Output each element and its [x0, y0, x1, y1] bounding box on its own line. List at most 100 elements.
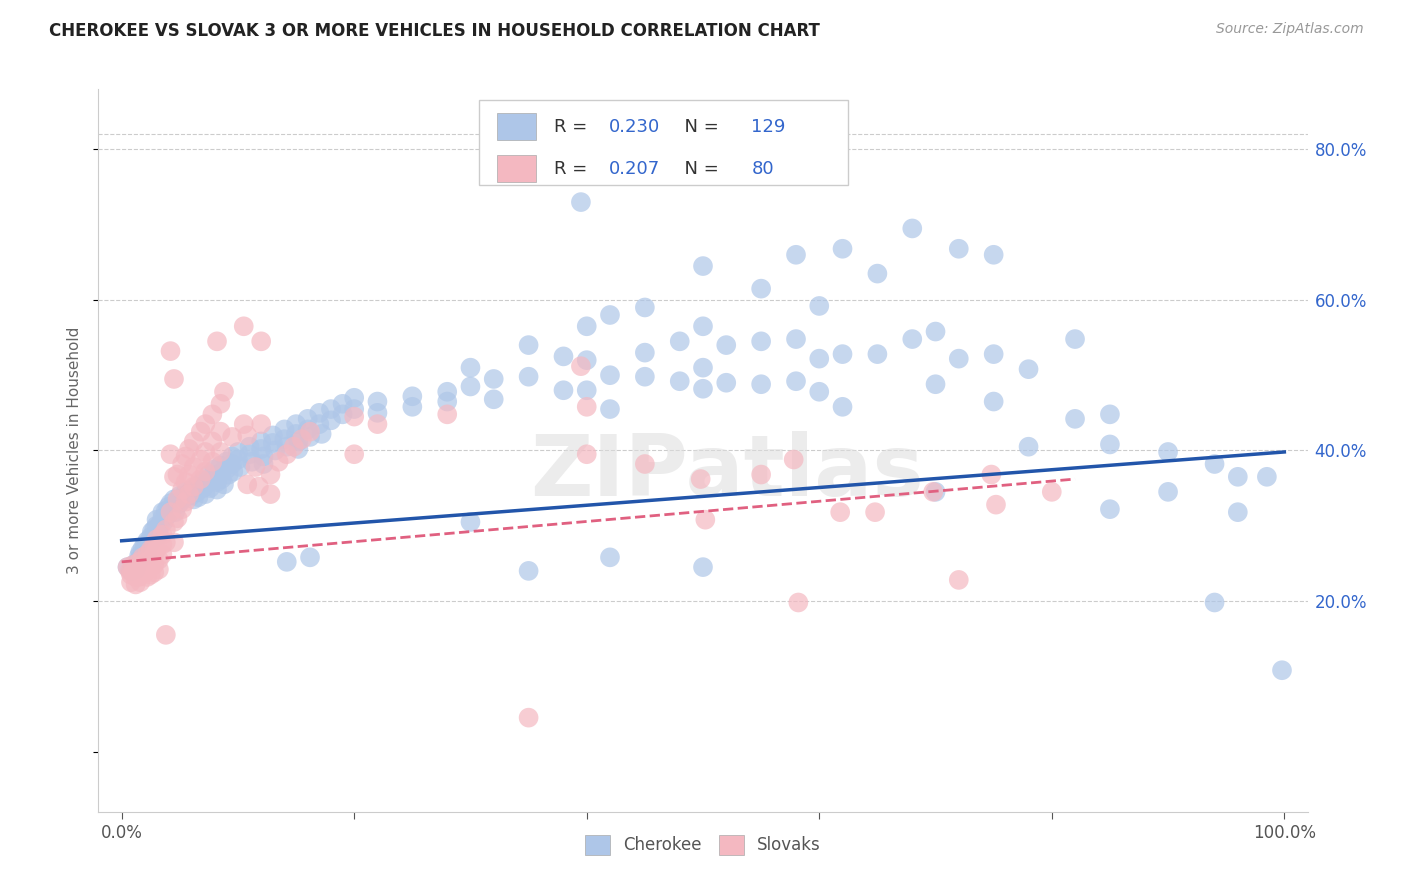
Point [163, 515, 186, 529]
Point [122, 558, 145, 572]
Point [299, 425, 322, 439]
Point [174, 490, 197, 504]
Point [948, 573, 970, 587]
FancyBboxPatch shape [479, 100, 848, 186]
Point [749, 467, 772, 482]
Point [191, 481, 214, 495]
Point [139, 542, 162, 557]
Point [124, 562, 146, 576]
Point [1204, 457, 1226, 471]
Point [749, 377, 772, 392]
Point [240, 455, 263, 469]
Point [163, 500, 186, 514]
Point [668, 374, 690, 388]
Point [134, 537, 156, 551]
Point [143, 547, 166, 561]
Point [749, 282, 772, 296]
Point [201, 472, 224, 486]
Point [252, 457, 274, 471]
Point [134, 542, 156, 557]
Point [401, 389, 423, 403]
Text: Source: ZipAtlas.com: Source: ZipAtlas.com [1216, 22, 1364, 37]
Point [157, 500, 180, 514]
Point [1204, 595, 1226, 609]
Point [460, 379, 482, 393]
Point [152, 515, 174, 529]
Point [209, 458, 232, 473]
Point [259, 487, 281, 501]
Point [131, 558, 153, 572]
Point [692, 259, 714, 273]
Point [150, 511, 173, 525]
Point [139, 560, 162, 574]
Point [808, 299, 831, 313]
Point [460, 515, 482, 529]
Point [311, 426, 333, 441]
Point [149, 517, 172, 532]
Point [924, 484, 946, 499]
Point [634, 457, 657, 471]
Point [148, 528, 170, 542]
Point [204, 470, 226, 484]
Point [218, 467, 240, 482]
Point [172, 457, 194, 471]
Point [749, 334, 772, 349]
Point [575, 319, 598, 334]
Point [120, 564, 142, 578]
Text: N =: N = [672, 160, 724, 178]
Text: 129: 129 [751, 118, 786, 136]
Point [183, 492, 205, 507]
Point [212, 477, 235, 491]
Point [695, 513, 717, 527]
Point [215, 462, 238, 476]
Point [201, 434, 224, 449]
Point [866, 347, 889, 361]
Point [634, 301, 657, 315]
Point [830, 505, 852, 519]
Point [159, 496, 181, 510]
Point [668, 334, 690, 349]
Point [1271, 663, 1294, 677]
Point [1064, 412, 1087, 426]
Point [209, 466, 232, 480]
Point [155, 509, 177, 524]
Point [599, 308, 621, 322]
Point [165, 505, 187, 519]
Point [1226, 470, 1249, 484]
Point [159, 447, 181, 461]
Point [343, 447, 366, 461]
Point [143, 523, 166, 537]
Point [141, 524, 163, 539]
Point [174, 484, 197, 499]
Point [159, 505, 181, 519]
Point [236, 428, 259, 442]
Point [159, 344, 181, 359]
Point [128, 555, 150, 569]
Point [212, 384, 235, 399]
Point [145, 533, 167, 547]
Point [948, 242, 970, 256]
Point [155, 523, 177, 537]
Point [689, 472, 711, 486]
Point [118, 564, 141, 578]
Point [983, 347, 1005, 361]
Point [831, 400, 853, 414]
Point [179, 487, 201, 501]
Point [221, 430, 243, 444]
Point [166, 498, 188, 512]
Point [194, 445, 217, 459]
Text: R =: R = [554, 160, 593, 178]
Point [187, 490, 209, 504]
Point [229, 460, 252, 475]
Point [205, 475, 228, 489]
Point [215, 455, 238, 469]
Point [209, 445, 232, 459]
Point [194, 487, 217, 501]
Point [692, 319, 714, 334]
Point [226, 445, 249, 459]
Point [366, 394, 388, 409]
Point [785, 248, 807, 262]
Point [239, 440, 262, 454]
Point [155, 628, 177, 642]
Point [194, 465, 217, 479]
